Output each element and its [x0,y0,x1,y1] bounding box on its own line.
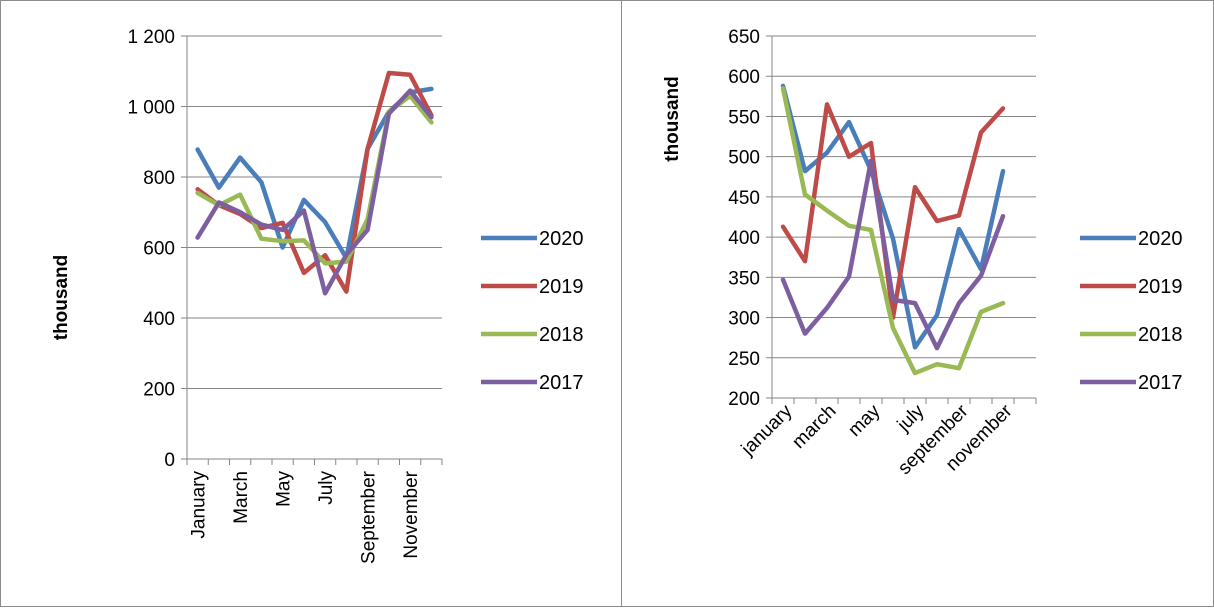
y-tick-label: 0 [164,450,175,471]
chart-left: 0 200 400 600 800 1 000 1 200 thousand January Ma… [51,27,584,564]
y-tick-label: 650 [728,27,760,48]
chart-panel-right: 200 250 300 350 400 450 500 550 600 650 thousand ja… [621,0,1214,607]
y-axis-label: thousand [51,255,72,341]
series-line-2017 [780,158,1006,351]
x-tick-label: may [844,400,885,441]
y-tick-label: 500 [728,148,760,169]
legend-label-2018: 2018 [539,324,584,346]
y-tick-label: 1 000 [127,98,175,119]
x-tick-label: January [189,471,210,539]
y-tick-label: 350 [728,268,760,289]
series-line-2017 [195,88,434,296]
y-tick-label: 300 [728,309,760,330]
y-tick-label: 450 [728,188,760,209]
series-line-2019 [780,102,1006,320]
y-tick-label: 600 [728,67,760,88]
y-tick-label: 400 [143,309,175,330]
y-axis-label: thousand [662,76,683,162]
y-tick-label: 600 [143,239,175,260]
y-tick-label: 1 200 [127,27,175,48]
chart-panel-left: 0 200 400 600 800 1 000 1 200 thousand January Ma… [0,0,622,607]
y-tick-label: 800 [143,168,175,189]
y-tick-label: 250 [728,349,760,370]
x-tick-label: march [788,401,840,453]
legend-label-2017: 2017 [1138,372,1183,394]
x-tick-label: November [401,470,422,558]
series-line-2018 [780,86,1006,376]
series-line-2020 [195,86,434,261]
y-tick-label: 400 [728,228,760,249]
series-line-2018 [195,93,434,266]
legend-label-2017: 2017 [539,372,584,394]
legend-label-2018: 2018 [1138,324,1183,346]
y-tick-label: 200 [143,380,175,401]
x-tick-label: March [231,471,252,524]
x-tick-label: july [893,400,929,436]
chart-right: 200250300350400450500550600650thousandja… [662,27,1183,479]
legend-label-2019: 2019 [539,276,584,298]
x-tick-label: July [316,471,337,505]
legend-label-2020: 2020 [539,228,584,250]
legend-label-2020: 2020 [1138,228,1183,250]
x-tick-label: May [274,471,295,507]
legend-label-2019: 2019 [1138,276,1183,298]
x-tick-label: September [359,470,380,564]
y-tick-label: 200 [728,389,760,410]
y-tick-label: 550 [728,107,760,128]
